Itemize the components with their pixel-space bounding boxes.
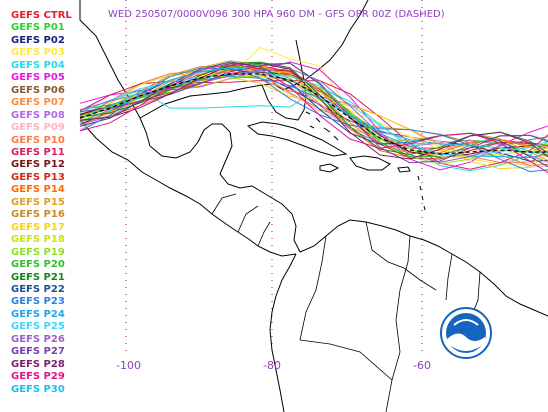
south-america-coast xyxy=(299,219,548,317)
legend-item: GEFS CTRL xyxy=(11,10,72,21)
legend-item: GEFS P03 xyxy=(11,47,65,59)
legend-item: GEFS P01 xyxy=(11,22,65,34)
ensemble-member-contour xyxy=(79,62,548,160)
ensemble-tracks xyxy=(79,46,548,174)
ensemble-legend: GEFS CTRL GEFS P01 GEFS P02 GEFS P03 GEFS P0… xyxy=(11,10,72,396)
ensemble-member-contour xyxy=(79,62,548,164)
yucatan-coast xyxy=(139,117,301,253)
legend-item: GEFS P10 xyxy=(11,134,65,146)
legend-item: GEFS P16 xyxy=(11,209,65,221)
map-title: WED 250507/0000V096 300 HPA 960 DM - GFS… xyxy=(108,9,445,20)
legend-item: GEFS P02 xyxy=(11,34,65,46)
ensemble-member-contour xyxy=(79,62,548,174)
legend-item: GEFS P17 xyxy=(11,221,65,233)
legend-item: GEFS P19 xyxy=(11,246,65,258)
legend-item: GEFS P12 xyxy=(11,159,65,171)
legend-item: GEFS P15 xyxy=(11,196,65,208)
lesser-antilles xyxy=(417,175,426,211)
ensemble-member-contour xyxy=(79,67,548,173)
legend-item: GEFS P18 xyxy=(11,234,65,246)
bahamas xyxy=(305,111,339,141)
puerto-rico xyxy=(397,166,411,173)
longitude-label-80w: -80 xyxy=(263,359,281,372)
legend-item: GEFS P22 xyxy=(11,283,65,295)
legend-item: GEFS P06 xyxy=(11,84,65,96)
legend-item: GEFS P27 xyxy=(11,346,65,358)
coastlines xyxy=(79,0,548,412)
legend-item: GEFS P25 xyxy=(11,321,65,333)
legend-item: GEFS P11 xyxy=(11,146,65,158)
legend-item: GEFS P23 xyxy=(11,296,65,308)
legend-item: GEFS P20 xyxy=(11,259,65,271)
ensemble-member-contour xyxy=(79,73,548,170)
ensemble-member-contour xyxy=(79,68,548,163)
cuba xyxy=(246,121,348,157)
south-america-west-coast xyxy=(269,253,297,412)
legend-item: GEFS P21 xyxy=(11,271,65,283)
noaa-logo xyxy=(440,307,492,359)
legend-item: GEFS P05 xyxy=(11,72,65,84)
legend-item: GEFS P28 xyxy=(11,358,65,370)
legend-item: GEFS P09 xyxy=(11,122,65,134)
ensemble-member-contour xyxy=(79,67,548,153)
country-borders xyxy=(211,193,481,412)
legend-item: GEFS P08 xyxy=(11,109,65,121)
longitude-label-60w: -60 xyxy=(413,359,431,372)
ensemble-member-contour xyxy=(79,69,548,160)
longitude-label-100w: -100 xyxy=(116,359,141,372)
ensemble-member-contour xyxy=(79,86,548,172)
jamaica xyxy=(319,163,340,173)
mexico-pacific-coast xyxy=(79,119,297,257)
gfs-opr-dashed-contour xyxy=(79,73,548,155)
hispaniola xyxy=(349,155,391,171)
legend-item: GEFS P07 xyxy=(11,97,65,109)
legend-item: GEFS P30 xyxy=(11,383,65,395)
legend-item: GEFS P04 xyxy=(11,59,65,71)
legend-item: GEFS P24 xyxy=(11,308,65,320)
legend-item: GEFS P14 xyxy=(11,184,65,196)
legend-item: GEFS P26 xyxy=(11,333,65,345)
legend-item: GEFS P29 xyxy=(11,371,65,383)
legend-item: GEFS P13 xyxy=(11,171,65,183)
